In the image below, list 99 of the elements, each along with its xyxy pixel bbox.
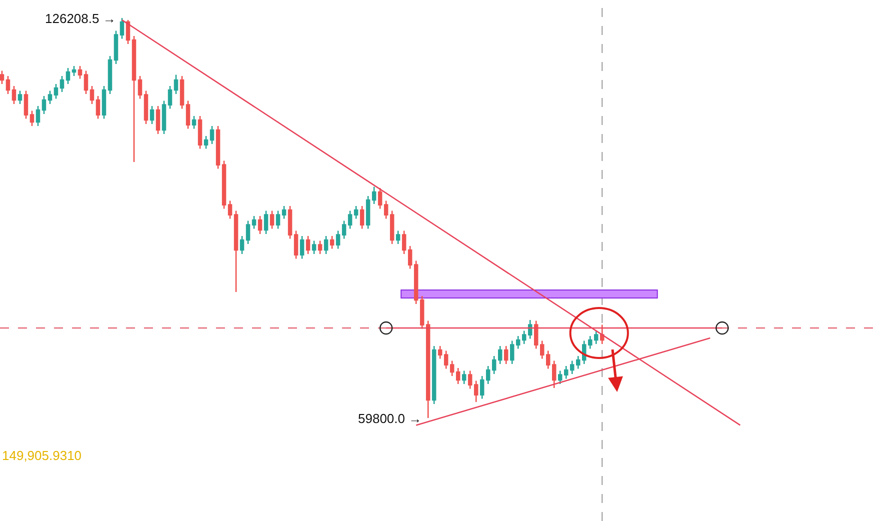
candlestick	[246, 220, 250, 245]
candlestick	[558, 370, 562, 385]
candlestick	[330, 235, 334, 250]
candlestick	[504, 345, 508, 365]
candlestick	[234, 210, 238, 293]
candlestick	[252, 215, 256, 230]
candlestick	[294, 230, 298, 260]
candlestick	[150, 105, 154, 125]
candlestick	[432, 345, 436, 405]
candlestick	[168, 85, 172, 110]
candlestick	[492, 355, 496, 375]
candlestick	[408, 245, 412, 270]
candlestick	[402, 230, 406, 255]
candlestick	[264, 210, 268, 235]
candlestick	[6, 75, 10, 95]
candlestick	[396, 230, 400, 245]
candlestick	[186, 100, 190, 130]
candlestick	[198, 115, 202, 150]
candlestick	[300, 235, 304, 260]
candlestick	[108, 55, 112, 95]
candlestick	[18, 90, 22, 105]
candlestick	[414, 260, 418, 305]
candlestick	[120, 17, 124, 40]
candlestick	[306, 235, 310, 255]
candlestick	[342, 220, 346, 240]
candlestick	[102, 85, 106, 120]
candlestick	[570, 360, 574, 375]
candlestick	[426, 320, 430, 419]
candlestick	[162, 100, 166, 135]
candlestick	[462, 370, 466, 385]
candlestick	[84, 70, 88, 95]
candlestick	[222, 160, 226, 210]
candlestick	[240, 235, 244, 255]
candlestick	[480, 375, 484, 400]
candlestick	[546, 350, 550, 370]
candlestick	[474, 380, 478, 403]
candlestick	[516, 335, 520, 350]
text: 149,905.9310	[2, 448, 82, 463]
candlestick	[132, 35, 136, 163]
candlestick	[366, 195, 370, 230]
candlestick	[486, 365, 490, 385]
candlestick	[348, 210, 352, 230]
candlestick	[78, 65, 82, 80]
candlestick	[336, 230, 340, 250]
candlestick	[528, 319, 532, 340]
candlestick	[66, 67, 70, 85]
candlestick	[288, 205, 292, 240]
candlestick	[564, 365, 568, 380]
candlestick	[540, 340, 544, 360]
candlestick	[42, 95, 46, 115]
annotation: 59800.0 →	[358, 411, 422, 426]
candlestick	[24, 90, 28, 120]
candlestick	[384, 200, 388, 220]
candlestick	[498, 345, 502, 365]
candlestick	[0, 70, 4, 85]
candlestick	[378, 187, 382, 210]
candlestick	[420, 295, 424, 330]
candlestick	[144, 90, 148, 125]
candlestick	[438, 345, 442, 360]
candlestick	[210, 125, 214, 145]
candlestick	[174, 74, 178, 95]
candlestick	[96, 95, 100, 120]
candlestick	[390, 210, 394, 245]
candlestick	[552, 360, 556, 389]
candlestick	[90, 85, 94, 105]
candlestick	[216, 125, 220, 170]
candlestick	[204, 135, 208, 150]
candlestick	[276, 210, 280, 230]
candlestick	[192, 115, 196, 130]
candlestick	[318, 240, 322, 255]
candlestick	[282, 205, 286, 220]
candlestick	[510, 340, 514, 365]
candlestick	[372, 186, 376, 205]
candlestick	[48, 90, 52, 105]
candlestick	[522, 330, 526, 345]
candlestick	[72, 65, 76, 77]
candlestick	[114, 30, 118, 65]
annotation: 126208.5 →	[45, 11, 116, 26]
candlestick	[324, 235, 328, 255]
candlestick	[12, 85, 16, 105]
candlestick	[312, 240, 316, 255]
candlestick	[30, 110, 34, 127]
candlestick	[228, 200, 232, 220]
candlestick	[180, 75, 184, 110]
candlestick	[444, 350, 448, 370]
candlestick	[534, 320, 538, 350]
candlestick	[54, 83, 58, 100]
candlestick	[468, 370, 472, 390]
candlestick	[258, 215, 262, 235]
candlestick	[456, 367, 460, 385]
candlestick	[156, 105, 160, 135]
candlestick	[36, 105, 40, 127]
candlestick	[270, 210, 274, 230]
candlestick	[138, 75, 142, 100]
candlestick	[450, 360, 454, 377]
candlestick	[360, 205, 364, 230]
candlestick	[600, 324, 604, 345]
candlestick	[60, 75, 64, 93]
candlestick	[354, 205, 358, 220]
